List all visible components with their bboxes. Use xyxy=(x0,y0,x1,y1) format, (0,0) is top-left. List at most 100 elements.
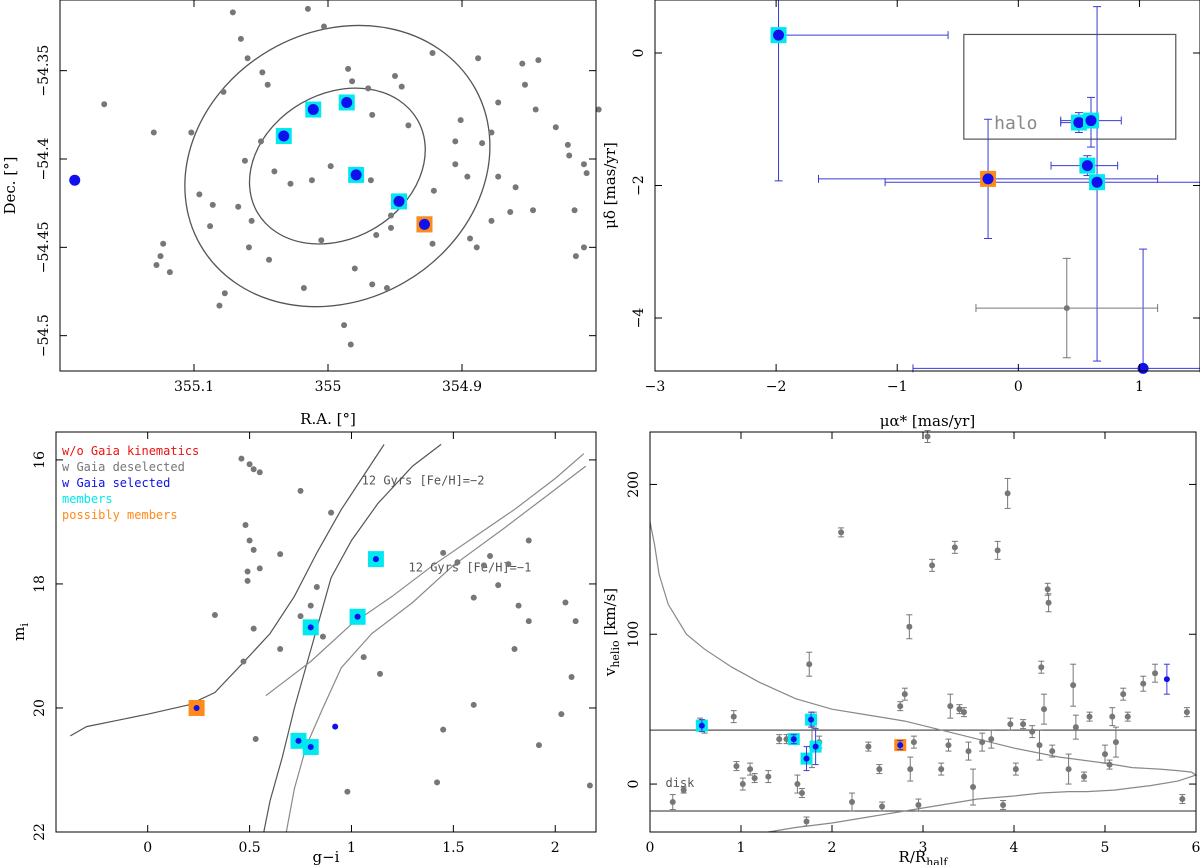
gaia-deselected-star xyxy=(1000,802,1007,809)
gaia-deselected-star xyxy=(277,646,284,653)
legend-entry: w/o Gaia kinematics xyxy=(62,444,199,458)
gaia-deselected-star xyxy=(530,207,537,214)
gaia-deselected-star xyxy=(221,290,228,297)
gaia-deselected-star xyxy=(495,99,502,106)
gaia-deselected-star xyxy=(580,244,587,251)
gaia-selected-star xyxy=(982,173,994,185)
gaia-deselected-star xyxy=(452,138,459,145)
gaia-deselected-star xyxy=(430,187,437,194)
gaia-deselected-star xyxy=(216,302,223,309)
gaia-deselected-star xyxy=(562,599,569,606)
gaia-selected-star xyxy=(341,96,353,108)
y-tick-label: −54.45 xyxy=(36,221,52,273)
gaia-deselected-star xyxy=(240,658,247,665)
gaia-deselected-star xyxy=(776,736,783,743)
gaia-selected-star xyxy=(773,29,785,41)
plot-frame xyxy=(654,0,1200,372)
gaia-deselected-star xyxy=(300,284,307,291)
gaia-deselected-star xyxy=(150,129,157,136)
gaia-selected-star xyxy=(332,723,339,730)
x-tick-label: 0 xyxy=(143,840,152,856)
gaia-deselected-star xyxy=(1183,709,1190,716)
gaia-deselected-star xyxy=(264,81,271,88)
gaia-deselected-star xyxy=(580,161,587,168)
isochrone-feh-minus1 xyxy=(265,453,585,697)
gaia-deselected-star xyxy=(907,766,914,773)
y-tick-label: −54.5 xyxy=(36,314,52,357)
gaia-deselected-star xyxy=(571,207,578,214)
gaia-deselected-star xyxy=(1081,773,1088,780)
gaia-deselected-star xyxy=(229,9,236,16)
gaia-deselected-star xyxy=(1112,739,1119,746)
gaia-deselected-star xyxy=(552,124,559,131)
gaia-deselected-star xyxy=(532,106,539,113)
gaia-deselected-star xyxy=(360,654,367,661)
gaia-deselected-star xyxy=(1007,721,1014,728)
half-light-ellipse xyxy=(248,87,426,245)
x-axis-label: R/Rhalf xyxy=(899,848,949,865)
gaia-deselected-star xyxy=(245,244,252,251)
gaia-deselected-star xyxy=(250,625,257,632)
gaia-deselected-star xyxy=(1106,761,1113,768)
gaia-deselected-star xyxy=(1036,742,1043,749)
gaia-deselected-star xyxy=(365,85,372,92)
x-tick-label: −3 xyxy=(645,379,666,395)
gaia-deselected-star xyxy=(209,201,216,208)
gaia-deselected-star xyxy=(979,739,986,746)
gaia-deselected-star xyxy=(1152,670,1159,677)
gaia-deselected-star xyxy=(495,173,502,180)
gaia-selected-star xyxy=(812,743,819,750)
gaia-deselected-star xyxy=(488,217,495,224)
gaia-deselected-star xyxy=(367,177,374,184)
gaia-deselected-star xyxy=(1070,682,1077,689)
gaia-deselected-star xyxy=(879,803,886,810)
gaia-deselected-star xyxy=(970,784,977,791)
gaia-deselected-star xyxy=(1124,713,1131,720)
gaia-deselected-star xyxy=(924,433,931,440)
gaia-selected-star xyxy=(295,737,302,744)
gaia-deselected-star xyxy=(564,141,571,148)
gaia-deselected-star xyxy=(733,763,740,770)
gaia-deselected-star xyxy=(387,212,394,219)
gaia-deselected-star xyxy=(849,799,856,806)
gaia-deselected-star xyxy=(595,106,602,113)
x-tick-label: 2 xyxy=(551,840,560,856)
gaia-deselected-star xyxy=(266,256,273,263)
gaia-deselected-star xyxy=(328,509,335,516)
gaia-deselected-star xyxy=(519,60,526,67)
gaia-selected-star xyxy=(372,556,379,563)
gaia-deselected-star xyxy=(166,269,173,276)
gaia-selected-star xyxy=(193,704,200,711)
gaia-deselected-star xyxy=(246,461,253,468)
legend-entry: w Gaia selected xyxy=(62,476,170,490)
gaia-deselected-star xyxy=(297,487,304,494)
isochrone-feh-minus1 xyxy=(285,465,587,833)
gaia-deselected-star xyxy=(369,111,376,118)
x-tick-label: 4 xyxy=(1010,840,1019,856)
gaia-deselected-star xyxy=(457,117,464,124)
y-tick-label: −54.4 xyxy=(36,137,52,180)
gaia-deselected-star xyxy=(207,223,214,230)
gaia-deselected-star xyxy=(525,618,532,625)
gaia-deselected-star xyxy=(242,522,249,529)
gaia-deselected-star xyxy=(1179,796,1186,803)
x-tick-label: 3 xyxy=(919,840,928,856)
gaia-deselected-star xyxy=(347,341,354,348)
gaia-selected-star xyxy=(803,755,810,762)
gaia-selected-star xyxy=(1081,160,1093,172)
y-tick-label: 20 xyxy=(32,699,48,717)
gaia-deselected-star xyxy=(1065,766,1072,773)
gaia-selected-star xyxy=(69,174,81,186)
gaia-deselected-star xyxy=(910,739,917,746)
gaia-selected-star xyxy=(1091,176,1103,188)
gaia-selected-star xyxy=(354,613,361,620)
gaia-deselected-star xyxy=(965,748,972,755)
gaia-deselected-star xyxy=(897,703,904,710)
gaia-deselected-star xyxy=(947,703,954,710)
gaia-deselected-star xyxy=(429,240,436,247)
panel-ra-dec: 355.1 355 354.9 −54.35 −54.4 −54.45 −54.5 R.A. … xyxy=(1,0,602,428)
gaia-deselected-star xyxy=(906,623,913,630)
y-tick-label: 22 xyxy=(32,823,48,841)
gaia-deselected-star xyxy=(256,469,263,476)
halo-label: halo xyxy=(994,113,1037,134)
